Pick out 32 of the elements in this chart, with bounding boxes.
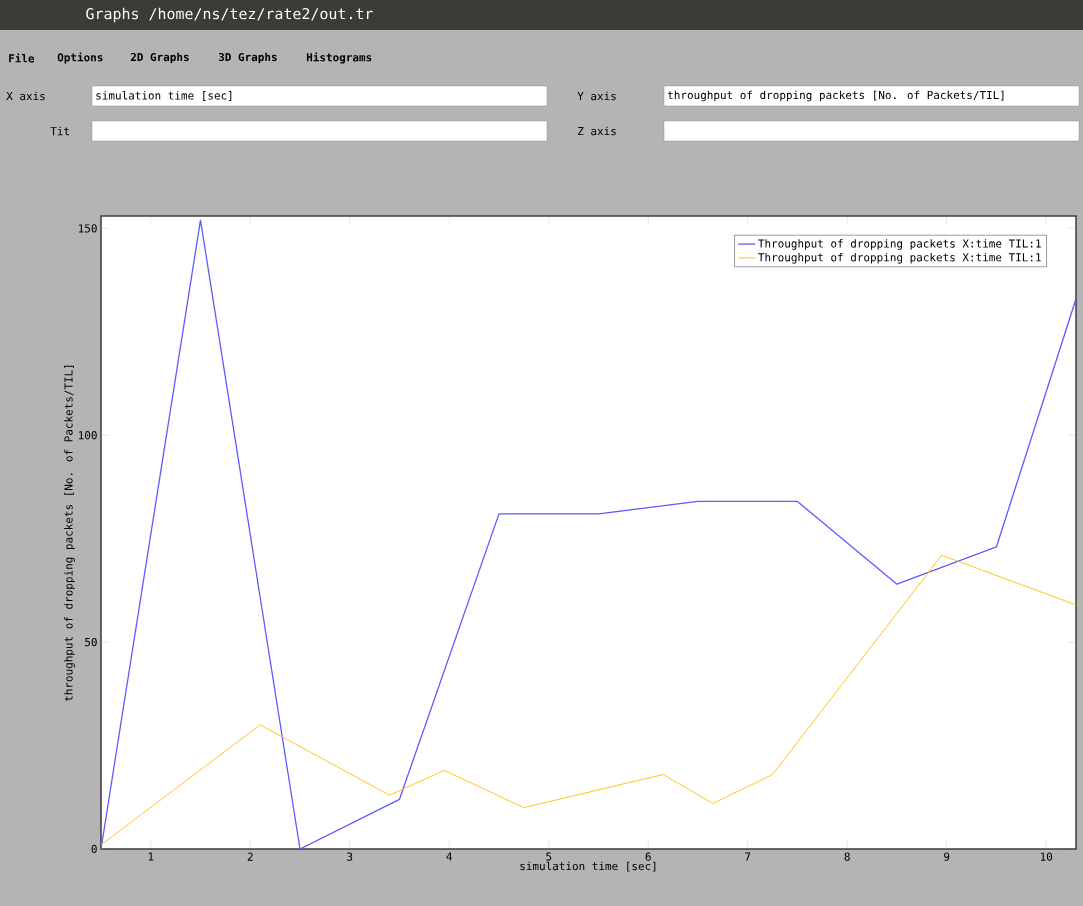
text: 3D Graphs	[218, 52, 277, 64]
text: 2D Graphs	[130, 52, 189, 64]
x-tick-label: 8	[844, 852, 850, 861]
x-tick-label: 3	[347, 852, 353, 861]
text: Tit	[50, 126, 69, 136]
x-tick-label: 6	[645, 852, 651, 861]
text: Y axis	[577, 91, 616, 101]
y-tick-label: 150	[79, 224, 97, 233]
text: Histograms	[306, 52, 372, 64]
x-tick-label: 2	[247, 852, 253, 861]
text: Options	[57, 52, 103, 64]
x-tick-label: 10	[1040, 852, 1053, 861]
y-tick-label: 50	[85, 637, 97, 647]
x-axis-title: simulation time [sec]	[520, 861, 656, 872]
text: X axis	[6, 91, 45, 101]
text: File	[9, 53, 35, 63]
y-axis-title: throughput of dropping packets [No. of Packets/TIL]	[64, 365, 75, 702]
legend-label: Throughput of dropping packets X:time TIL:1	[758, 239, 1041, 250]
line-series	[101, 554, 1077, 846]
x-tick-label: 5	[546, 852, 552, 861]
text: Z axis	[578, 126, 616, 136]
x-tick-label: 1	[148, 852, 154, 861]
x-tick-label: 9	[944, 852, 950, 861]
x-tick-label: 7	[745, 852, 751, 861]
chart-title: Graphs /home/ns/tez/rate2/out.tr	[86, 7, 373, 23]
line-series	[101, 219, 1077, 849]
text: simulation time [sec]	[96, 91, 232, 101]
legend-label: Throughput of dropping packets X:time TIL:1	[758, 252, 1041, 264]
x-tick-label: 4	[446, 852, 452, 861]
y-tick-label: 0	[91, 844, 97, 854]
text: throughput of dropping packets [No. of Packets/TIL]	[667, 90, 1004, 102]
y-tick-label: 100	[79, 431, 97, 440]
